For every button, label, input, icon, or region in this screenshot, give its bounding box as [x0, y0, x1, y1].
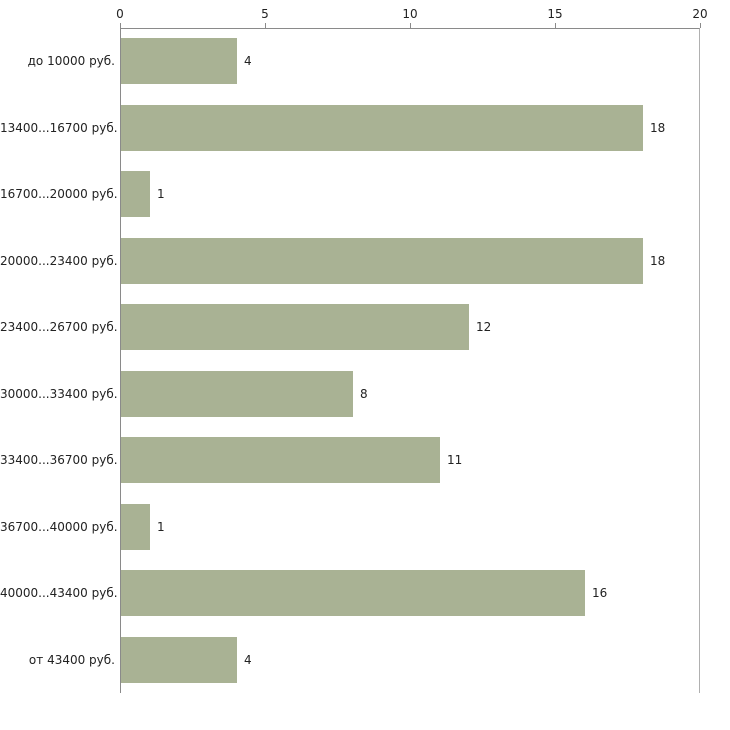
category-label: 30000...33400 руб.: [0, 386, 118, 401]
x-axis-tick: [555, 23, 556, 28]
x-axis-tick-label: 0: [116, 7, 124, 21]
category-label: до 10000 руб.: [27, 54, 115, 69]
bar: [121, 38, 237, 85]
bar: [121, 370, 353, 417]
category-label: 13400...16700 руб.: [0, 120, 118, 135]
x-axis-tick-label: 10: [402, 7, 418, 21]
bar-value-label: 1: [157, 519, 165, 534]
category-label: 36700...40000 руб.: [0, 519, 118, 534]
category-label: 33400...36700 руб.: [0, 453, 118, 468]
bar-value-label: 8: [360, 386, 368, 401]
category-label: 23400...26700 руб.: [0, 320, 118, 335]
bar-value-label: 18: [650, 253, 666, 268]
plot-area: [120, 28, 700, 693]
bar-value-label: 16: [592, 586, 608, 601]
bar-value-label: 1: [157, 187, 165, 202]
x-axis-tick: [265, 23, 266, 28]
x-axis-tick: [410, 23, 411, 28]
bar: [121, 304, 469, 351]
bar: [121, 104, 643, 151]
category-label: 40000...43400 руб.: [0, 586, 118, 601]
bar-value-label: 4: [244, 652, 252, 667]
bar: [121, 171, 150, 218]
bar: [121, 636, 237, 683]
x-axis-tick-label: 15: [547, 7, 563, 21]
bar: [121, 437, 440, 484]
bar: [121, 237, 643, 284]
bar-value-label: 4: [244, 54, 252, 69]
category-label: 20000...23400 руб.: [0, 253, 118, 268]
category-label: от 43400 руб.: [28, 652, 115, 667]
x-axis-tick-label: 5: [261, 7, 269, 21]
bar-value-label: 18: [650, 120, 666, 135]
category-label: 16700...20000 руб.: [0, 187, 118, 202]
x-axis-tick: [120, 23, 121, 28]
x-axis-tick-label: 20: [692, 7, 708, 21]
bar-value-label: 12: [476, 320, 492, 335]
bar: [121, 503, 150, 550]
x-axis-tick: [700, 23, 701, 28]
bar: [121, 570, 585, 617]
bar-value-label: 11: [447, 453, 463, 468]
